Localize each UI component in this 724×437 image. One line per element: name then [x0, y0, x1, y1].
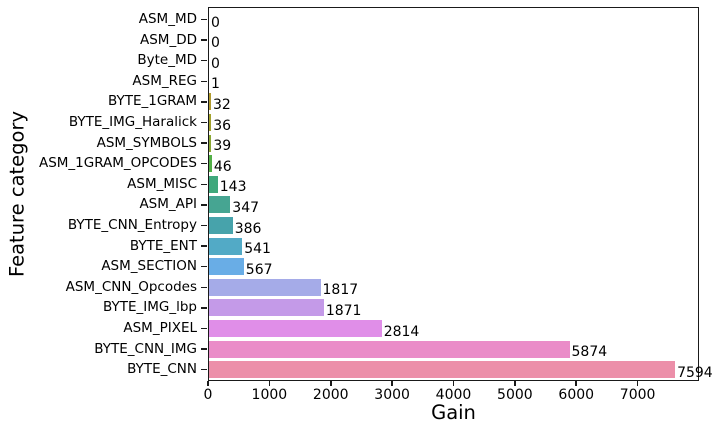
- x-tick-mark: [268, 381, 271, 386]
- bar: [209, 134, 212, 152]
- bar: [209, 155, 212, 173]
- y-tick-mark: [201, 327, 207, 330]
- value-label: 7594: [677, 364, 713, 381]
- value-label: 347: [232, 199, 260, 216]
- y-tick-mark: [201, 59, 207, 62]
- category-label: ASM_SECTION: [101, 258, 197, 275]
- plot-area: [208, 7, 699, 381]
- y-tick-mark: [201, 245, 207, 247]
- x-tick-label: 0: [203, 387, 213, 403]
- category-label: BYTE_1GRAM: [107, 93, 197, 110]
- category-label: BYTE_ENT: [129, 237, 197, 254]
- x-tick-label: 7000: [619, 387, 656, 403]
- category-label: ASM_CNN_Opcodes: [65, 278, 197, 295]
- x-tick-mark: [391, 381, 393, 386]
- x-tick-mark: [575, 381, 578, 386]
- category-label: ASM_REG: [132, 72, 197, 89]
- value-label: 46: [213, 158, 232, 175]
- value-label: 5874: [571, 344, 608, 361]
- x-tick-label: 4000: [435, 387, 472, 403]
- y-tick-mark: [201, 162, 207, 165]
- x-tick-mark: [207, 381, 209, 386]
- category-label: ASM_MISC: [127, 175, 197, 192]
- bar: [209, 175, 218, 193]
- bar: [209, 237, 243, 255]
- y-tick-mark: [201, 286, 207, 289]
- x-tick-mark: [636, 381, 639, 386]
- y-tick-mark: [201, 142, 207, 144]
- x-tick-label: 3000: [374, 387, 410, 403]
- category-label: ASM_MD: [138, 11, 197, 27]
- value-label: 1: [211, 76, 220, 93]
- y-tick-mark: [201, 18, 207, 21]
- value-label: 143: [219, 179, 247, 196]
- category-label: BYTE_IMG_lbp: [102, 299, 197, 316]
- y-tick-mark: [201, 39, 207, 41]
- value-label: 32: [212, 96, 231, 113]
- category-label: Byte_MD: [137, 52, 197, 69]
- category-label: BYTE_CNN_IMG: [94, 340, 197, 357]
- y-tick-mark: [201, 204, 207, 206]
- category-label: ASM_SYMBOLS: [96, 134, 197, 151]
- y-tick-mark: [201, 265, 207, 268]
- x-tick-label: 6000: [558, 387, 595, 403]
- x-tick-mark: [514, 381, 516, 386]
- category-label: BYTE_IMG_Haralick: [68, 114, 197, 130]
- category-label: ASM_PIXEL: [123, 320, 197, 336]
- bar: [209, 93, 211, 111]
- bar: [209, 320, 382, 337]
- x-axis-label: Gain: [431, 401, 476, 424]
- y-tick-mark: [201, 183, 207, 186]
- y-tick-mark: [201, 101, 207, 103]
- value-label: 567: [245, 261, 273, 278]
- category-label: ASM_API: [139, 196, 197, 213]
- value-label: 0: [211, 14, 220, 31]
- bar: [209, 114, 212, 131]
- bar: [209, 361, 676, 379]
- value-label: 39: [213, 138, 232, 155]
- y-tick-mark: [201, 348, 207, 350]
- value-label: 0: [211, 35, 220, 52]
- category-label: BYTE_CNN_Entropy: [67, 217, 197, 233]
- bar: [209, 258, 244, 276]
- y-tick-mark: [201, 80, 207, 83]
- value-label: 0: [211, 55, 220, 72]
- bar: [209, 217, 233, 234]
- value-label: 386: [234, 220, 262, 237]
- value-label: 541: [244, 241, 271, 258]
- x-tick-mark: [452, 381, 455, 386]
- y-tick-mark: [201, 307, 207, 309]
- y-tick-mark: [201, 121, 207, 124]
- category-label: BYTE_CNN: [127, 361, 197, 378]
- bar: [209, 278, 321, 296]
- y-tick-mark: [201, 368, 207, 371]
- bar: [209, 299, 324, 317]
- value-label: 1871: [325, 302, 362, 319]
- bar: [209, 340, 570, 358]
- bar: [209, 196, 231, 214]
- x-tick-label: 5000: [497, 387, 533, 403]
- value-label: 1817: [322, 282, 359, 299]
- x-tick-label: 2000: [312, 387, 349, 403]
- value-label: 36: [213, 117, 232, 134]
- category-label: ASM_DD: [140, 31, 197, 48]
- y-tick-mark: [201, 224, 207, 227]
- category-label: ASM_1GRAM_OPCODES: [38, 155, 197, 172]
- x-tick-label: 1000: [251, 387, 288, 403]
- value-label: 2814: [383, 323, 420, 340]
- x-tick-mark: [329, 381, 332, 386]
